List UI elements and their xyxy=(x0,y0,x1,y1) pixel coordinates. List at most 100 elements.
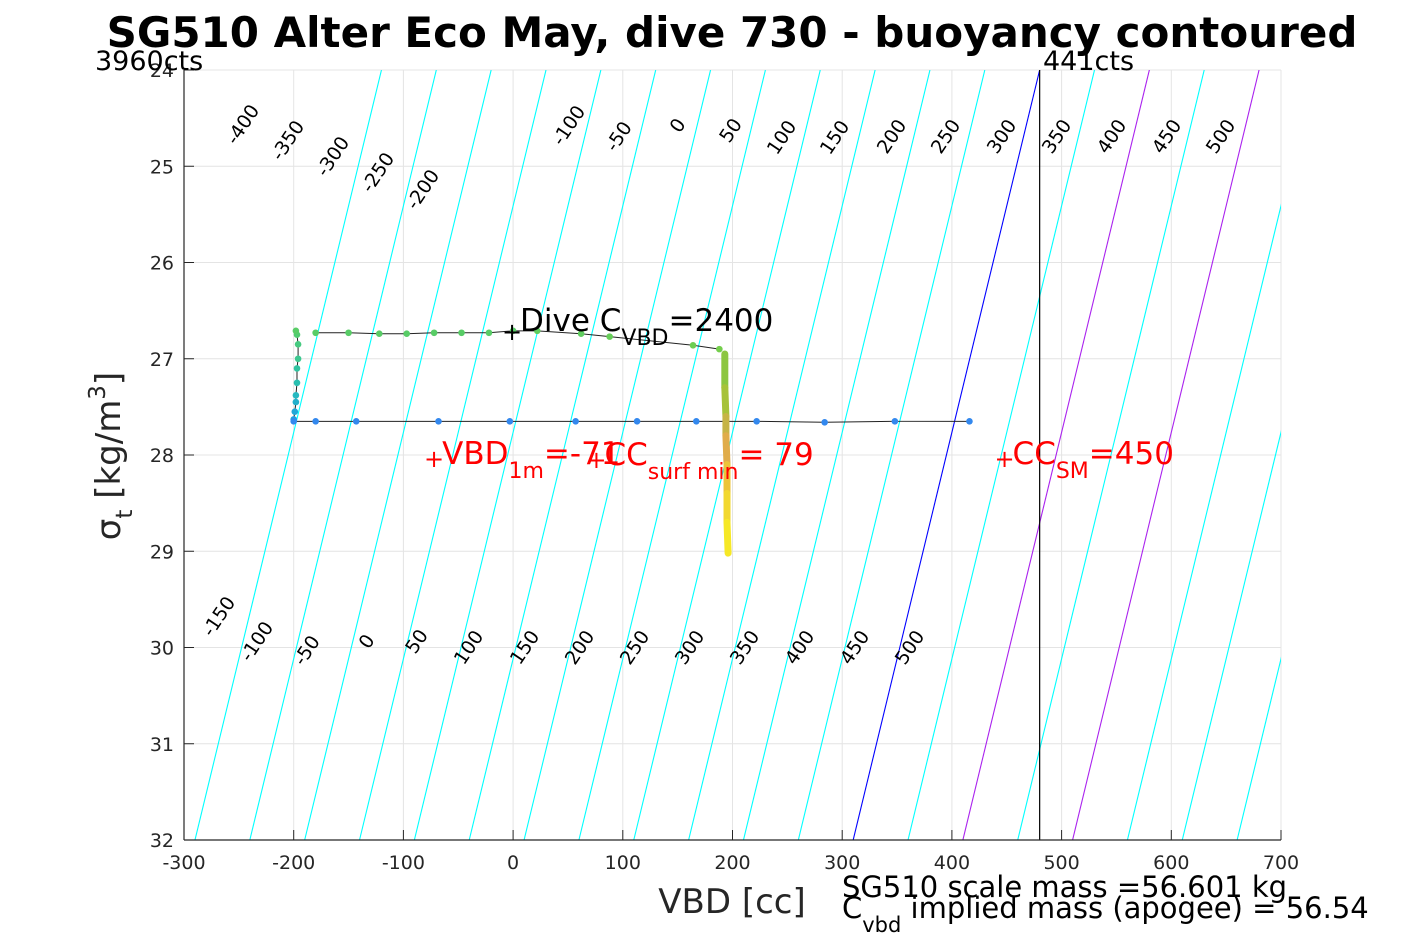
buoyancy-contour-line xyxy=(962,70,1150,840)
data-point xyxy=(572,418,579,425)
y-tick-label: 24 xyxy=(150,60,174,82)
contour-label: 300 xyxy=(983,115,1022,157)
annotation-label: CCSM=450 xyxy=(1013,436,1174,484)
contour-label: -400 xyxy=(222,101,264,149)
buoyancy-contour-line xyxy=(688,70,876,840)
buoyancy-contour-line xyxy=(1126,203,1281,840)
annotations: +Dive CVBD=2400+VBD1m=-71+CCsurf min= 79… xyxy=(424,303,1174,485)
y-tick-label: 27 xyxy=(150,349,174,371)
buoyancy-contour-line xyxy=(1181,430,1281,840)
footer-scale-mass: SG510 scale mass =56.601 kg xyxy=(842,870,1287,904)
contour-label: 50 xyxy=(401,625,433,657)
track-segment xyxy=(723,518,732,557)
contour-label: 350 xyxy=(1038,115,1077,157)
annotation-label: CCsurf min= 79 xyxy=(604,437,813,485)
buoyancy-contour-line xyxy=(523,70,712,840)
x-axis-label: VBD [cc] xyxy=(658,882,806,922)
footer-implied-mass: Cvbd implied mass (apogee) = 56.54 xyxy=(842,891,1369,937)
data-point xyxy=(692,418,700,425)
data-point xyxy=(352,418,360,425)
data-point xyxy=(689,341,697,349)
buoyancy-contour-line xyxy=(358,70,547,840)
y-tick-label: 30 xyxy=(150,638,174,660)
data-point xyxy=(345,329,352,337)
data-point xyxy=(312,418,319,425)
contour-label: -200 xyxy=(402,166,444,214)
x-tick-label: 700 xyxy=(1263,852,1299,874)
buoyancy-contour-line xyxy=(249,70,437,840)
y-tick-label: 29 xyxy=(150,541,174,563)
grid xyxy=(183,69,1282,841)
contour-label: 50 xyxy=(715,114,747,146)
data-point xyxy=(294,355,302,363)
data-point xyxy=(293,365,301,372)
data-point xyxy=(821,418,828,426)
contour-label: 500 xyxy=(1202,115,1241,157)
data-point xyxy=(403,330,410,338)
contour-labels: -400 -350 -300 -250 -200 -100 -50 0 50 100 150 200 2… xyxy=(198,101,1240,670)
data-point xyxy=(293,379,301,387)
data-point xyxy=(606,333,613,340)
y-tick-label: 25 xyxy=(150,156,174,178)
contour-label: 400 xyxy=(1093,115,1132,157)
data-point xyxy=(633,418,641,425)
track-segment xyxy=(722,432,731,469)
contour-label: 150 xyxy=(816,116,855,158)
dive-track xyxy=(290,327,973,557)
data-point xyxy=(292,398,300,406)
annotation-marker: + xyxy=(502,318,522,346)
x-tick-label: 400 xyxy=(934,852,970,874)
track-segment xyxy=(721,384,730,420)
contour-label: -350 xyxy=(267,117,309,165)
data-point xyxy=(294,341,302,348)
data-point xyxy=(716,345,723,353)
data-point xyxy=(435,418,442,425)
buoyancy-contour-line xyxy=(194,70,382,840)
x-tick-label: 200 xyxy=(714,852,750,874)
buoyancy-contour-line xyxy=(578,70,766,840)
annotation-label: VBD1m=-71 xyxy=(442,436,620,484)
buoyancy-contour-line xyxy=(852,70,1041,840)
data-point xyxy=(430,329,438,337)
data-point xyxy=(458,329,465,337)
contour-label: -300 xyxy=(312,133,354,181)
data-point xyxy=(375,330,383,338)
data-point xyxy=(509,327,517,335)
data-point xyxy=(312,329,319,337)
annotation-marker: + xyxy=(995,445,1015,473)
buoyancy-contour-line xyxy=(1236,656,1281,840)
contour-label: 100 xyxy=(763,116,802,158)
annotation-marker: + xyxy=(586,446,606,474)
contour-label: 250 xyxy=(927,115,966,157)
buoyancy-contour-line xyxy=(304,70,492,840)
track-line xyxy=(293,330,299,420)
data-point xyxy=(291,408,299,415)
buoyancy-contour-line xyxy=(1017,70,1205,840)
contour-label: 0 xyxy=(355,630,380,652)
data-point xyxy=(533,327,541,335)
buoyancy-contour-line xyxy=(742,70,931,840)
y-tick-label: 31 xyxy=(150,734,174,756)
x-tick-label: 300 xyxy=(824,852,860,874)
x-tick-label: -100 xyxy=(382,852,425,874)
x-tick-label: 600 xyxy=(1153,852,1189,874)
contour-label: -150 xyxy=(198,593,240,641)
contour-label: -50 xyxy=(601,118,637,156)
corner-label-right: 441cts xyxy=(1043,46,1134,77)
data-point xyxy=(292,392,300,399)
y-tick-label: 32 xyxy=(150,830,174,852)
x-tick-label: -300 xyxy=(162,852,205,874)
chart-title: SG510 Alter Eco May, dive 730 - buoyancy… xyxy=(107,8,1358,57)
data-point xyxy=(966,418,973,425)
buoyancy-contour-line xyxy=(1072,70,1260,840)
y-tick-label: 28 xyxy=(150,445,174,467)
buoyancy-contour-line xyxy=(468,70,657,840)
data-point xyxy=(753,418,760,425)
x-tick-label: -200 xyxy=(272,852,315,874)
contour-label: -100 xyxy=(236,618,278,666)
data-point xyxy=(292,327,300,335)
x-tick-label: 0 xyxy=(507,852,519,874)
y-tick-label: 26 xyxy=(150,253,174,275)
buoyancy-contour-line xyxy=(413,70,602,840)
corner-label-left: 3960cts xyxy=(95,46,203,77)
